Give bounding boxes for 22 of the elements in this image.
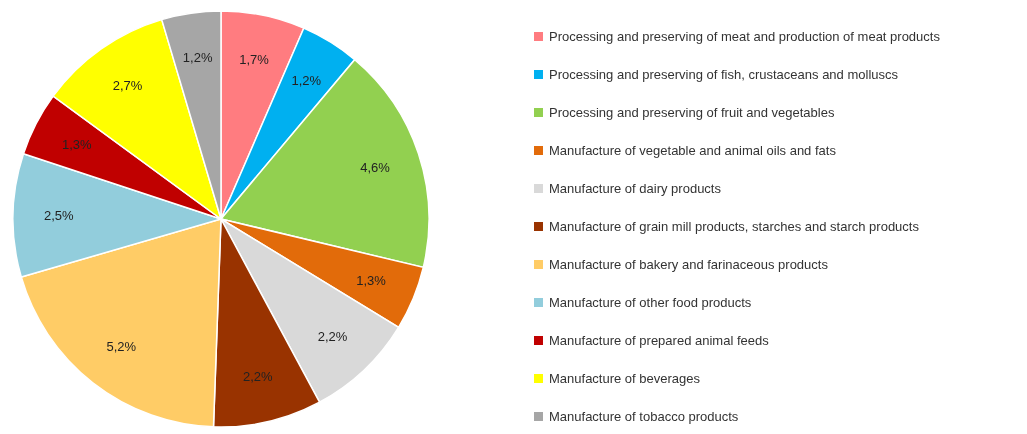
- legend-label: Manufacture of vegetable and animal oils and fats: [549, 142, 837, 158]
- data-label: 2,7%: [112, 78, 143, 94]
- data-label: 2,2%: [317, 328, 348, 344]
- data-label: 1,2%: [291, 73, 322, 88]
- data-label: 5,2%: [106, 338, 137, 354]
- data-label: 2,5%: [43, 208, 75, 224]
- data-label: 1,3%: [61, 136, 93, 152]
- data-label: 1,2%: [182, 50, 213, 66]
- legend-label: Manufacture of tobacco products: [549, 408, 739, 424]
- legend-label: Manufacture of bakery and farinaceous products: [549, 256, 829, 272]
- data-label: 1,3%: [356, 272, 387, 288]
- legend-label: Manufacture of other food products: [549, 294, 752, 310]
- data-label: 1,7%: [239, 52, 270, 68]
- legend-label: Processing and preserving of fish, crustaceans and molluscs: [549, 66, 899, 82]
- legend-label: Manufacture of prepared animal feeds: [549, 332, 770, 348]
- data-label: 4,6%: [360, 160, 391, 176]
- legend-label: Processing and preserving of meat and production of meat products: [549, 28, 941, 44]
- legend-label: Processing and preserving of fruit and vegetables: [549, 104, 835, 120]
- legend-label: Manufacture of beverages: [549, 370, 701, 386]
- data-label: 2,2%: [242, 369, 274, 385]
- legend-label: Manufacture of grain mill products, starches and starch products: [549, 218, 920, 234]
- legend-label: Manufacture of dairy products: [549, 180, 722, 196]
